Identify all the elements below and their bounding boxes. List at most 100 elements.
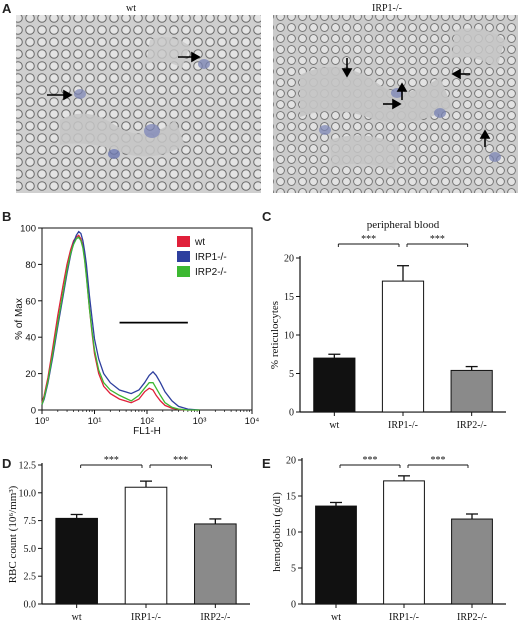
y-tick-label: 20 (284, 254, 294, 265)
arrow-icon (479, 129, 491, 147)
bar (315, 505, 357, 605)
y-tick-label: 20 (286, 456, 296, 467)
arrow-icon (178, 51, 201, 63)
panel-letter-d: D (2, 456, 11, 471)
y-tick-label: 10 (284, 331, 294, 342)
y-axis-label: % of Max (14, 298, 25, 340)
arrow-icon (341, 58, 353, 78)
x-tick-label: 10³ (193, 416, 207, 427)
y-axis-label: hemoglobin (g/dl) (271, 492, 283, 572)
y-tick-label: 5 (291, 564, 296, 575)
bar (313, 357, 356, 413)
y-axis-label: % reticulocytes (269, 301, 281, 369)
bar (450, 369, 493, 413)
reticulocyte-cell (489, 152, 501, 162)
y-tick-label: 5.0 (24, 544, 37, 555)
legend-swatch (177, 251, 190, 262)
y-tick-label: 0 (31, 406, 36, 417)
y-tick-label: 15 (284, 292, 294, 303)
chart-d: 0.0 2.5 5.0 7.5 10.0 12.5 wt IRP1-/- IRP2-/- RBC … (7, 455, 250, 623)
chart-title: peripheral blood (367, 219, 440, 231)
significance-label: *** (104, 455, 119, 466)
x-tick-label: IRP1-/- (388, 420, 418, 431)
legend-label: IRP1-/- (195, 252, 227, 263)
arrow-icon (47, 89, 73, 101)
y-tick-label: 10 (286, 528, 296, 539)
y-tick-label: 40 (25, 333, 36, 344)
significance-label: *** (361, 234, 376, 245)
arrow-icon (383, 98, 402, 110)
x-tick-label: 10⁴ (245, 416, 260, 427)
panel-letter-e: E (262, 456, 271, 471)
reticulocyte-cell (144, 124, 160, 138)
chart-c: 0 5 10 15 20 wt IRP1-/- IRP2-/- peripheral blood… (269, 219, 506, 431)
x-tick-label: IRP1-/- (131, 612, 161, 623)
reticulocyte-cell (319, 125, 331, 135)
legend-label: wt (194, 237, 205, 248)
reticulocyte-cell (108, 149, 120, 159)
significance-label: *** (363, 455, 378, 466)
micrograph-title-wt: wt (126, 3, 136, 14)
panel-letter-a: A (2, 1, 12, 16)
y-axis-label: RBC count (10⁶/mm³) (7, 485, 19, 583)
y-tick-label: 100 (20, 224, 36, 235)
reticulocyte-cell (74, 89, 86, 99)
y-tick-label: 2.5 (24, 572, 37, 583)
x-tick-label: 10¹ (88, 416, 102, 427)
y-tick-label: 15 (286, 492, 296, 503)
bar (381, 280, 425, 413)
y-tick-label: 60 (25, 296, 36, 307)
x-tick-label: wt (72, 612, 82, 623)
x-axis-label: FL1-H (133, 426, 161, 437)
x-tick-label: 10² (140, 416, 154, 427)
bar (194, 523, 237, 605)
significance-label: *** (430, 234, 445, 245)
bar (451, 518, 493, 605)
panel-letter-b: B (2, 209, 11, 224)
reticulocyte-cell (434, 108, 446, 118)
reticulocyte-cell (198, 59, 210, 69)
bar (55, 517, 98, 605)
arrow-icon (396, 82, 408, 100)
y-tick-label: 7.5 (24, 516, 37, 527)
significance-label: *** (173, 455, 188, 466)
y-tick-label: 80 (25, 260, 36, 271)
x-tick-label: IRP2-/- (457, 420, 487, 431)
panel-a: A wt IRP1-/- (2, 1, 518, 193)
legend-swatch (177, 236, 190, 247)
y-tick-label: 10.0 (19, 488, 37, 499)
chart-b: 0 20 40 60 80 100 10⁰ 10¹ 10² 10³ 10⁴ FL1-H % of Max… (14, 224, 259, 438)
y-tick-label: 5 (289, 369, 294, 380)
micrograph-wt (16, 15, 261, 193)
y-tick-label: 0 (291, 600, 296, 611)
micrograph-wt-gap (60, 113, 185, 157)
micrograph-irp1-gap (330, 135, 400, 171)
series-line-irp2- (41, 236, 200, 411)
y-tick-label: 0.0 (24, 600, 37, 611)
legend-swatch (177, 266, 190, 277)
y-tick-label: 0 (289, 408, 294, 419)
x-tick-label: IRP2-/- (200, 612, 230, 623)
micrograph-irp1-gap (452, 28, 505, 68)
x-tick-label: wt (331, 612, 341, 623)
micrograph-irp1 (273, 15, 518, 193)
x-tick-label: 10⁰ (35, 416, 50, 427)
x-tick-label: IRP1-/- (389, 612, 419, 623)
x-tick-label: IRP2-/- (457, 612, 487, 623)
bar (124, 486, 168, 605)
micrograph-wt-cells (16, 15, 261, 193)
bar (383, 480, 425, 605)
y-tick-label: 20 (25, 369, 36, 380)
y-tick-label: 12.5 (19, 461, 37, 472)
micrograph-title-irp1: IRP1-/- (372, 3, 402, 14)
chart-e: 0 5 10 15 20 wt IRP1-/- IRP2-/- hemoglobin (g/dl… (271, 455, 506, 623)
arrow-icon (451, 68, 470, 80)
micrograph-wt-gap (146, 37, 190, 68)
legend-label: IRP2-/- (195, 267, 227, 278)
panel-letter-c: C (262, 209, 272, 224)
x-tick-label: wt (329, 420, 339, 431)
micrograph-irp1-gap (300, 67, 452, 123)
significance-label: *** (431, 455, 446, 466)
